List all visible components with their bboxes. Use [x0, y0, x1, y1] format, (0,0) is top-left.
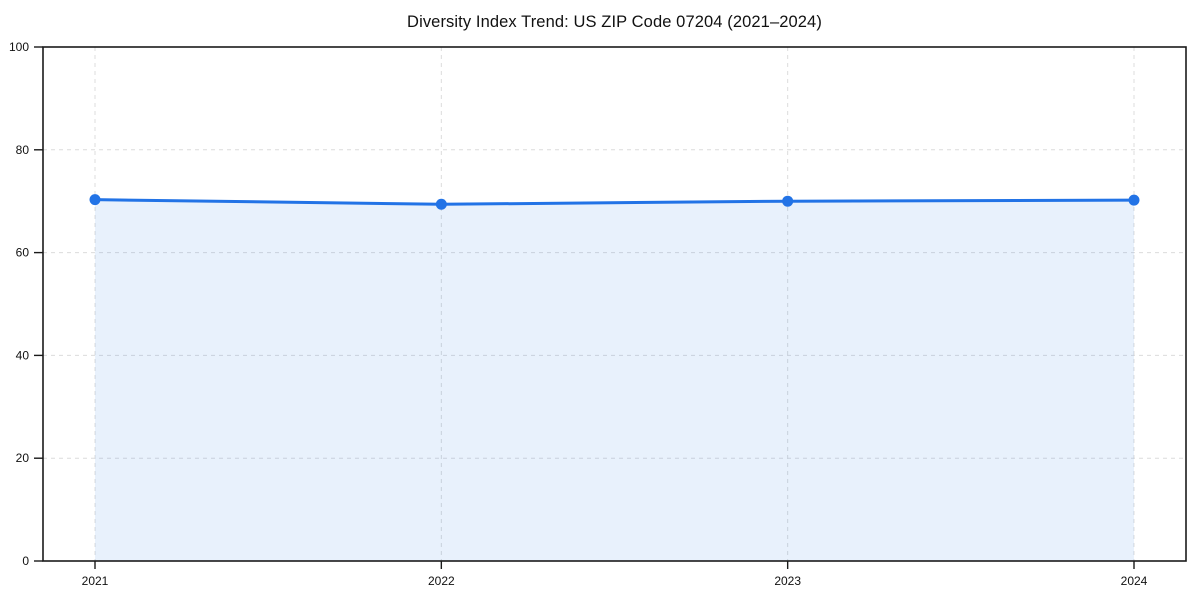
trend-line	[93, 198, 1136, 206]
data-point	[1128, 194, 1140, 206]
data-point	[435, 198, 447, 210]
area-fill	[95, 199, 1134, 561]
x-tick-label: 2022	[428, 574, 455, 588]
y-tick-label: 80	[16, 143, 30, 157]
y-tick-label: 20	[16, 451, 30, 465]
data-point	[89, 194, 101, 206]
y-tick-label: 60	[16, 246, 30, 260]
x-tick-label: 2023	[774, 574, 801, 588]
chart-title: Diversity Index Trend: US ZIP Code 07204…	[407, 13, 822, 31]
x-tick-label: 2024	[1121, 574, 1148, 588]
y-tick-label: 100	[9, 40, 29, 54]
y-tick-label: 0	[22, 554, 29, 568]
x-tick-label: 2021	[82, 574, 109, 588]
y-tick-label: 40	[16, 348, 30, 362]
data-point	[782, 195, 794, 207]
plot-border	[42, 46, 1187, 562]
